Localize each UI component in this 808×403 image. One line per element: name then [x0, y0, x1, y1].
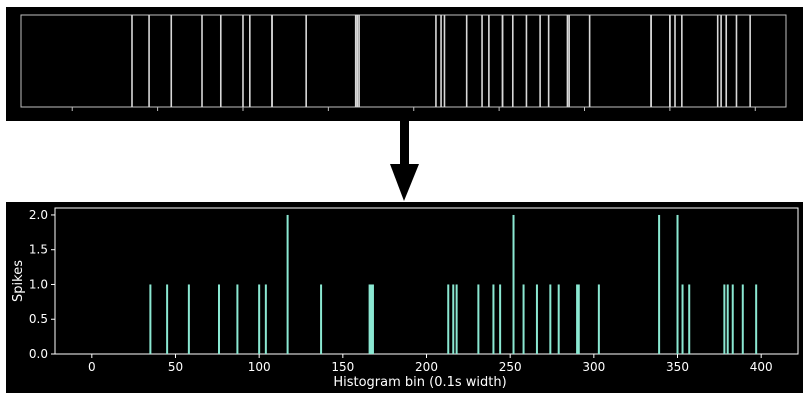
raster-panel-background [6, 7, 803, 121]
histogram-y-ticks: 0.0 0.5 1.0 1.5 2.0 [29, 208, 55, 361]
histogram-bar [286, 214, 289, 354]
histogram-bar [370, 284, 373, 354]
histogram-bar [477, 284, 480, 354]
x-tick-label: 250 [499, 360, 522, 374]
x-tick-label: 400 [750, 360, 773, 374]
histogram-bar [447, 284, 450, 354]
histogram-bar [452, 284, 455, 354]
y-tick-label: 1.0 [29, 277, 48, 291]
y-tick-label: 0.5 [29, 312, 48, 326]
histogram-bar [320, 284, 323, 354]
histogram-bar [688, 284, 691, 354]
histogram-bar [492, 284, 495, 354]
histogram-x-ticks: 0 50 100 150 200 250 300 350 400 [88, 354, 773, 374]
histogram-bar [597, 284, 600, 354]
x-tick-label: 150 [331, 360, 354, 374]
y-axis-label: Spikes [11, 260, 26, 302]
histogram-bar [499, 284, 502, 354]
histogram-bar [522, 284, 525, 354]
histogram-bar [741, 284, 744, 354]
histogram-bar [217, 284, 220, 354]
histogram-bar [681, 284, 684, 354]
histogram-bar [726, 284, 729, 354]
histogram-bar [658, 214, 661, 354]
raster-lines [131, 15, 751, 107]
histogram-bar [149, 284, 152, 354]
histogram-bar [577, 284, 580, 354]
down-arrow-icon [390, 164, 419, 201]
histogram-bar [731, 284, 734, 354]
histogram-bar [187, 284, 190, 354]
histogram-bar [368, 284, 371, 354]
y-tick-label: 2.0 [29, 208, 48, 222]
x-tick-label: 50 [168, 360, 183, 374]
histogram-bar [535, 284, 538, 354]
histogram-bar [549, 284, 552, 354]
histogram-bar [455, 284, 458, 354]
raster-plot-frame [20, 14, 787, 108]
x-tick-label: 100 [248, 360, 271, 374]
x-axis-label: Histogram bin (0.1s width) [333, 375, 506, 390]
histogram-bar [723, 284, 726, 354]
y-tick-label: 0.0 [29, 347, 48, 361]
raster-ticks [71, 107, 756, 111]
histogram-bar [512, 214, 515, 354]
histogram-bar [676, 214, 679, 354]
histogram-bar [755, 284, 758, 354]
x-tick-label: 200 [415, 360, 438, 374]
histogram-bar [236, 284, 239, 354]
histogram-panel-background [6, 202, 803, 393]
histogram-bar [576, 284, 579, 354]
x-tick-label: 0 [88, 360, 96, 374]
x-tick-label: 300 [582, 360, 605, 374]
histogram-bar [371, 284, 374, 354]
histogram-bar [258, 284, 261, 354]
histogram-bar [166, 284, 169, 354]
histogram-bars [149, 214, 758, 354]
histogram-bar [264, 284, 267, 354]
arrow-shaft [400, 121, 409, 166]
y-tick-label: 1.5 [29, 243, 48, 257]
x-tick-label: 350 [666, 360, 689, 374]
histogram-bar [557, 284, 560, 354]
